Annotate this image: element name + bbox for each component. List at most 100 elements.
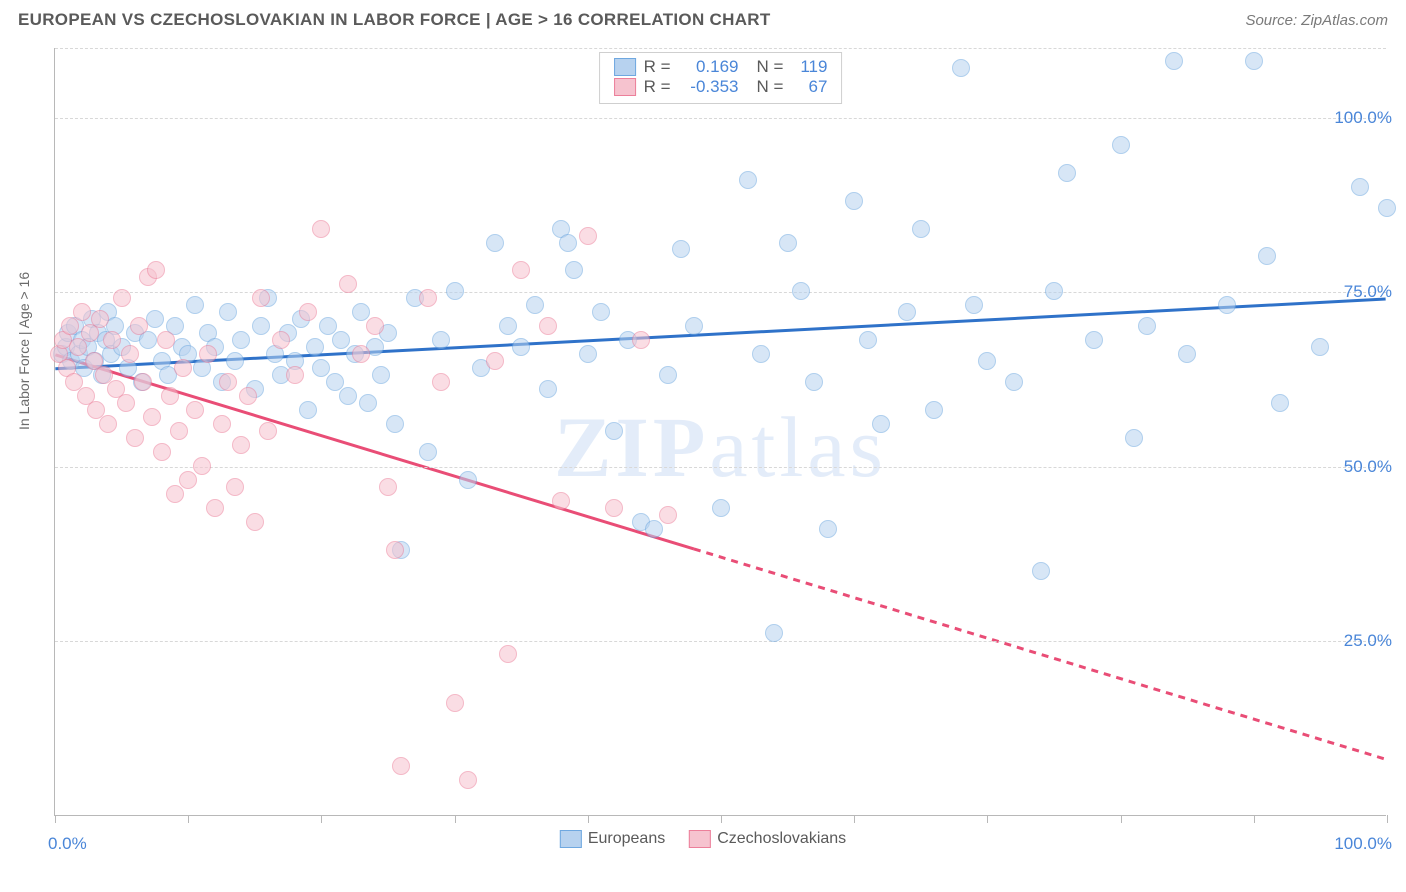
data-point — [143, 408, 161, 426]
data-point — [73, 303, 91, 321]
data-point — [352, 345, 370, 363]
legend-r-label: R = — [644, 57, 671, 77]
data-point — [552, 492, 570, 510]
data-point — [206, 499, 224, 517]
data-point — [845, 192, 863, 210]
legend-r-value: -0.353 — [679, 77, 739, 97]
data-point — [486, 234, 504, 252]
data-point — [859, 331, 877, 349]
data-point — [226, 478, 244, 496]
data-point — [792, 282, 810, 300]
data-point — [685, 317, 703, 335]
data-point — [226, 352, 244, 370]
data-point — [199, 345, 217, 363]
x-axis-max-label: 100.0% — [1334, 834, 1392, 854]
x-tick — [455, 815, 456, 823]
x-axis-min-label: 0.0% — [48, 834, 87, 854]
data-point — [925, 401, 943, 419]
data-point — [91, 310, 109, 328]
scatter-chart: ZIPatlas R =0.169N =119R =-0.353N =67 — [54, 48, 1386, 816]
data-point — [819, 520, 837, 538]
data-point — [312, 220, 330, 238]
chart-title: EUROPEAN VS CZECHOSLOVAKIAN IN LABOR FOR… — [18, 10, 771, 30]
data-point — [605, 422, 623, 440]
data-point — [134, 373, 152, 391]
data-point — [486, 352, 504, 370]
x-tick — [55, 815, 56, 823]
data-point — [359, 394, 377, 412]
data-point — [286, 366, 304, 384]
data-point — [446, 694, 464, 712]
legend-swatch — [614, 58, 636, 76]
data-point — [1045, 282, 1063, 300]
data-point — [1112, 136, 1130, 154]
data-point — [146, 310, 164, 328]
legend-row: R =0.169N =119 — [614, 57, 828, 77]
data-point — [99, 415, 117, 433]
legend-r-label: R = — [644, 77, 671, 97]
data-point — [752, 345, 770, 363]
data-point — [174, 359, 192, 377]
data-point — [113, 289, 131, 307]
data-point — [1378, 199, 1396, 217]
chart-header: EUROPEAN VS CZECHOSLOVAKIAN IN LABOR FOR… — [0, 0, 1406, 36]
data-point — [130, 317, 148, 335]
data-point — [117, 394, 135, 412]
data-point — [739, 171, 757, 189]
data-point — [645, 520, 663, 538]
data-point — [659, 506, 677, 524]
data-point — [339, 387, 357, 405]
data-point — [1032, 562, 1050, 580]
data-point — [299, 303, 317, 321]
data-point — [392, 757, 410, 775]
gridline — [55, 467, 1386, 468]
data-point — [1351, 178, 1369, 196]
legend-n-label: N = — [757, 57, 784, 77]
data-point — [952, 59, 970, 77]
data-point — [219, 373, 237, 391]
data-point — [272, 331, 290, 349]
data-point — [579, 227, 597, 245]
data-point — [712, 499, 730, 517]
x-tick — [588, 815, 589, 823]
data-point — [252, 317, 270, 335]
data-point — [103, 331, 121, 349]
data-point — [252, 289, 270, 307]
data-point — [632, 331, 650, 349]
x-tick — [321, 815, 322, 823]
legend-label: Czechoslovakians — [717, 830, 846, 847]
data-point — [659, 366, 677, 384]
data-point — [379, 478, 397, 496]
data-point — [1058, 164, 1076, 182]
data-point — [372, 366, 390, 384]
data-point — [121, 345, 139, 363]
data-point — [912, 220, 930, 238]
data-point — [965, 296, 983, 314]
data-point — [872, 415, 890, 433]
legend-item: Europeans — [560, 830, 665, 848]
gridline — [55, 641, 1386, 642]
gridline — [55, 118, 1386, 119]
chart-source: Source: ZipAtlas.com — [1245, 12, 1388, 29]
data-point — [1258, 247, 1276, 265]
data-point — [672, 240, 690, 258]
data-point — [512, 261, 530, 279]
series-legend: Europeans Czechoslovakians — [560, 830, 846, 848]
data-point — [559, 234, 577, 252]
data-point — [1178, 345, 1196, 363]
y-tick-label: 25.0% — [1344, 631, 1392, 651]
data-point — [157, 331, 175, 349]
x-tick — [1121, 815, 1122, 823]
legend-r-value: 0.169 — [679, 57, 739, 77]
data-point — [366, 317, 384, 335]
data-point — [147, 261, 165, 279]
data-point — [978, 352, 996, 370]
data-point — [499, 317, 517, 335]
data-point — [179, 471, 197, 489]
gridline — [55, 48, 1386, 49]
data-point — [161, 387, 179, 405]
data-point — [386, 541, 404, 559]
legend-n-label: N = — [757, 77, 784, 97]
data-point — [419, 289, 437, 307]
data-point — [539, 317, 557, 335]
